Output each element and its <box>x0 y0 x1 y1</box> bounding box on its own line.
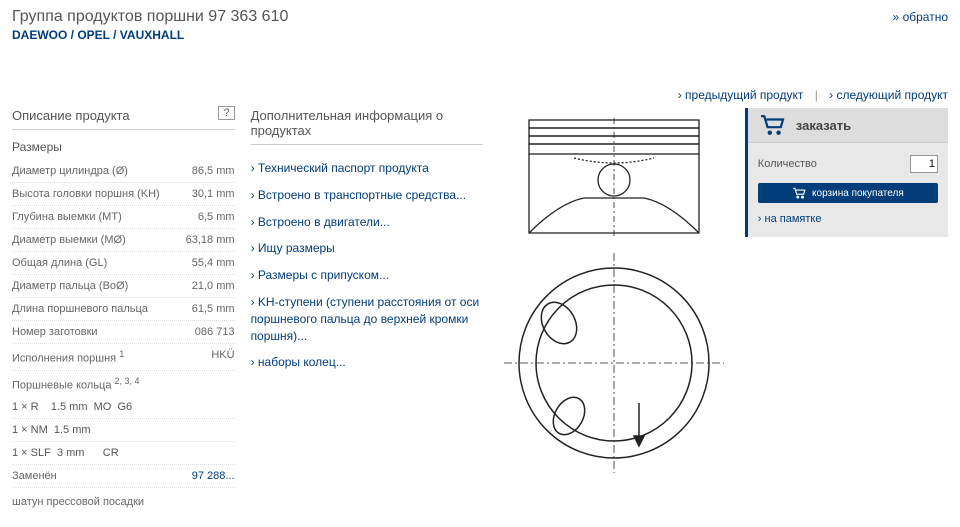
spec-value: 21,0 mm <box>192 280 235 292</box>
spec-label: Глубина выемки (MT) <box>12 211 122 223</box>
description-title-text: Описание продукта <box>12 108 130 123</box>
spec-value: 30,1 mm <box>192 188 235 200</box>
info-link-datasheet[interactable]: Технический паспорт продукта <box>251 155 483 182</box>
spec-value: 63,18 mm <box>186 234 235 246</box>
spec-value: 55,4 mm <box>192 257 235 269</box>
help-icon[interactable]: ? <box>218 106 234 120</box>
description-column: Описание продукта ? Размеры Диаметр цили… <box>12 108 235 508</box>
nav-separator: | <box>815 88 818 102</box>
info-link-kh[interactable]: KH-ступени (ступени расстояния от оси по… <box>251 289 483 349</box>
spec-row: Диаметр выемки (MØ) 63,18 mm <box>12 229 235 252</box>
spec-row: Заменён 97 288... <box>12 465 235 488</box>
order-header: заказать <box>748 108 948 143</box>
spec-row: Номер заготовки 086 713 <box>12 321 235 344</box>
order-title: заказать <box>796 118 851 133</box>
rings-label: Поршневые кольца 2, 3, 4 <box>12 376 140 392</box>
vehicle-brands: DAEWOO / OPEL / VAUXHALL <box>12 28 948 42</box>
spec-row: Глубина выемки (MT) 6,5 mm <box>12 206 235 229</box>
exec-label: Исполнения поршня 1 <box>12 349 124 365</box>
description-title: Описание продукта ? <box>12 108 235 130</box>
spec-row: Длина поршневого пальца 61,5 mm <box>12 298 235 321</box>
spec-row: Поршневые кольца 2, 3, 4 <box>12 371 235 397</box>
replaced-label: Заменён <box>12 470 57 482</box>
cart-icon <box>758 114 786 136</box>
next-product-link[interactable]: следующий продукт <box>829 88 948 102</box>
spec-value: 61,5 mm <box>192 303 235 315</box>
info-link-ringsets[interactable]: наборы колец... <box>251 349 483 376</box>
spec-label: Диаметр цилиндра (Ø) <box>12 165 128 177</box>
add-to-basket-button[interactable]: корзина покупателя <box>758 183 938 203</box>
sizes-heading: Размеры <box>12 140 235 154</box>
order-column: заказать Количество корзина покупат <box>745 108 948 508</box>
quantity-input[interactable] <box>910 155 938 173</box>
ring-line: 1 × SLF 3 mm CR <box>12 442 235 465</box>
page-title: Группа продуктов поршни 97 363 610 <box>12 8 948 26</box>
spec-row: Исполнения поршня 1 HKÜ <box>12 344 235 371</box>
replaced-link[interactable]: 97 288... <box>192 470 235 482</box>
order-panel: заказать Количество корзина покупат <box>745 108 948 237</box>
spec-value: 6,5 mm <box>198 211 235 223</box>
spec-label: Длина поршневого пальца <box>12 303 148 315</box>
basket-button-label: корзина покупателя <box>812 188 904 199</box>
back-link[interactable]: обратно <box>893 10 948 24</box>
cart-small-icon <box>792 187 806 199</box>
spec-row: Диаметр пальца (BoØ) 21,0 mm <box>12 275 235 298</box>
prev-product-link[interactable]: предыдущий продукт <box>678 88 804 102</box>
conrod-note: шатун прессовой посадки <box>12 496 235 508</box>
spec-row: Общая длина (GL) 55,4 mm <box>12 252 235 275</box>
ring-line: 1 × NM 1.5 mm <box>12 419 235 442</box>
info-link-engines[interactable]: Встроено в двигатели... <box>251 209 483 236</box>
piston-top-diagram <box>499 248 729 478</box>
spec-label: Диаметр пальца (BoØ) <box>12 280 128 292</box>
spec-label: Диаметр выемки (MØ) <box>12 234 126 246</box>
spec-label: Высота головки поршня (KH) <box>12 188 160 200</box>
blank-label: Номер заготовки <box>12 326 98 338</box>
diagram-column <box>499 108 729 508</box>
exec-value: HKÜ <box>211 349 234 365</box>
spec-row: Высота головки поршня (KH) 30,1 mm <box>12 183 235 206</box>
piston-side-diagram <box>499 108 729 248</box>
memo-link[interactable]: на памятке <box>758 213 822 225</box>
spec-value: 86,5 mm <box>192 165 235 177</box>
product-nav: предыдущий продукт | следующий продукт <box>0 88 960 102</box>
quantity-label: Количество <box>758 158 817 170</box>
blank-value: 086 713 <box>195 326 235 338</box>
info-column: Дополнительная информация о продуктах Те… <box>251 108 483 508</box>
ring-line: 1 × R 1.5 mm MO G6 <box>12 396 235 419</box>
info-link-vehicles[interactable]: Встроено в транспортные средства... <box>251 182 483 209</box>
spec-label: Общая длина (GL) <box>12 257 107 269</box>
info-link-sizes[interactable]: Ищу размеры <box>251 235 483 262</box>
spec-row: Диаметр цилиндра (Ø) 86,5 mm <box>12 160 235 183</box>
info-title: Дополнительная информация о продуктах <box>251 108 483 145</box>
info-link-oversize[interactable]: Размеры с припуском... <box>251 262 483 289</box>
